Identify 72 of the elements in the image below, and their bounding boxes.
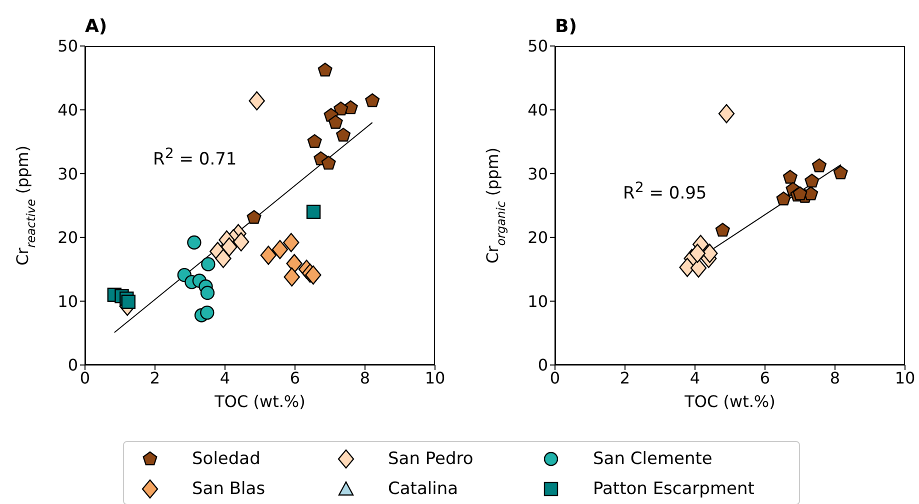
y-tick-label: 50	[58, 36, 78, 56]
x-tick-label: 0	[80, 368, 90, 388]
point	[702, 244, 718, 263]
point	[336, 128, 351, 142]
chart-title: B)	[555, 16, 577, 37]
point	[233, 232, 250, 252]
x-tick-label: 6	[760, 368, 770, 388]
point	[187, 235, 202, 250]
point	[306, 204, 321, 219]
y-tick-label: 0	[68, 356, 78, 375]
y-tick-label: 40	[58, 100, 78, 120]
legend-label: San Blas	[192, 479, 266, 499]
y-tick-label: 20	[528, 228, 548, 248]
x-axis-title: TOC (wt.%)	[684, 392, 776, 411]
x-tick-label: 6	[290, 368, 300, 388]
legend-label: Soledad	[192, 449, 260, 469]
y-tick-label: 50	[528, 36, 548, 56]
point	[200, 286, 215, 300]
y-tick-label: 10	[528, 292, 548, 311]
point	[715, 222, 730, 237]
annotation: R$^{2}$ = 0.95	[623, 180, 707, 204]
point	[334, 102, 348, 116]
point	[221, 237, 238, 257]
point	[200, 306, 214, 320]
point	[328, 114, 343, 129]
x-tick-label: 4	[690, 368, 700, 388]
x-tick-label: 8	[830, 368, 840, 388]
point	[284, 267, 300, 287]
point	[215, 248, 232, 268]
annotation: R$^{2}$ = 0.71	[153, 146, 237, 170]
point	[307, 134, 322, 148]
point	[272, 240, 288, 260]
point	[804, 174, 820, 188]
point	[318, 62, 332, 77]
legend-label: Catalina	[388, 479, 458, 499]
y-tick-label: 30	[58, 164, 78, 184]
y-tick-label: 20	[58, 228, 78, 248]
point	[833, 165, 848, 180]
point	[321, 156, 336, 170]
point	[804, 186, 818, 200]
point	[248, 91, 265, 110]
point	[201, 257, 216, 272]
x-tick-label: 2	[150, 368, 160, 388]
point	[121, 294, 136, 309]
point	[305, 265, 322, 285]
point	[260, 246, 276, 265]
point	[782, 170, 798, 184]
point	[689, 244, 706, 263]
x-tick-label: 4	[220, 368, 230, 388]
y-tick-label: 40	[528, 100, 548, 120]
x-tick-label: 10	[424, 368, 446, 388]
chart-title: A)	[85, 16, 108, 37]
x-tick-label: 8	[360, 368, 370, 388]
y-tick-label: 10	[58, 292, 78, 311]
point	[286, 254, 302, 274]
x-tick-label: 10	[894, 368, 916, 388]
y-tick-label: 0	[538, 356, 548, 375]
x-tick-label: 0	[550, 368, 560, 388]
point	[690, 258, 707, 278]
point	[812, 158, 827, 172]
x-axis-title: TOC (wt.%)	[214, 392, 306, 411]
legend-label: Patton Escarpment	[593, 479, 754, 499]
x-tick-label: 2	[620, 368, 630, 388]
point	[776, 192, 791, 206]
point	[792, 186, 808, 200]
y-tick-label: 30	[528, 164, 548, 184]
point	[365, 93, 380, 108]
point	[246, 210, 262, 224]
point	[718, 104, 735, 124]
legend-label: San Clemente	[593, 449, 712, 469]
point	[283, 232, 300, 252]
legend-label: San Pedro	[388, 449, 474, 469]
